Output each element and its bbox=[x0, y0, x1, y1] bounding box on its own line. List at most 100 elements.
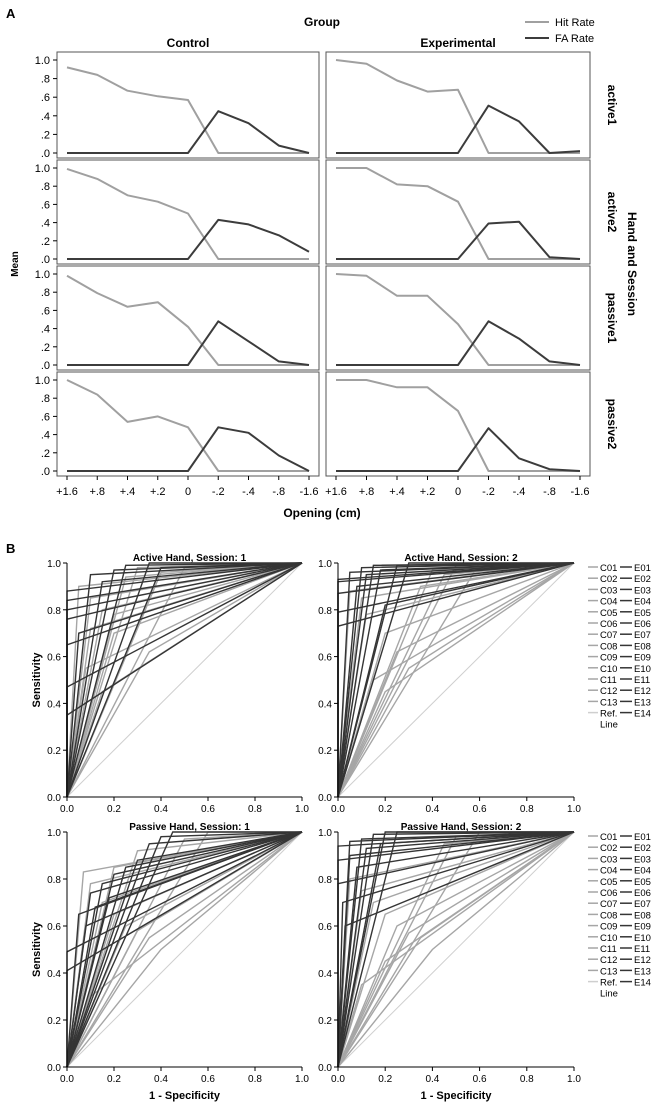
legend-hit-label: Hit Rate bbox=[555, 17, 595, 29]
roc-3-curve-c08 bbox=[66, 831, 303, 1068]
y-tick-label: 1.0 bbox=[35, 269, 50, 281]
roc-4-x-tick-label: 0.2 bbox=[378, 1074, 392, 1085]
legend-label-e04: E04 bbox=[634, 597, 651, 608]
y-tick-label: .2 bbox=[41, 448, 50, 460]
roc-4-y-tick-label: 0.0 bbox=[318, 1063, 332, 1074]
series-hit-rate-passive1-experimental bbox=[335, 273, 580, 366]
row-label-passive1: passive1 bbox=[605, 293, 619, 344]
roc-1-y-axis-title: Sensitivity bbox=[31, 652, 43, 708]
legend-label-c12: C12 bbox=[600, 955, 617, 966]
roc-3-x-tick-label: 0.8 bbox=[248, 1074, 262, 1085]
y-tick-label: .2 bbox=[41, 236, 50, 248]
roc-1-curve-c13 bbox=[66, 562, 303, 798]
y-tick-label: .6 bbox=[41, 92, 50, 104]
legend-label-c01: C01 bbox=[600, 832, 617, 843]
y-tick-label: .0 bbox=[41, 360, 50, 372]
x-tick-label: +1.6 bbox=[56, 486, 78, 498]
legend-label-c12: C12 bbox=[600, 686, 617, 697]
roc-3-curve-e14 bbox=[66, 831, 303, 1068]
x-tick-label: -1.6 bbox=[571, 486, 590, 498]
roc-3-y-tick-label: 0.4 bbox=[47, 969, 61, 980]
legend-label-c05: C05 bbox=[600, 877, 617, 888]
roc-2-curve-e14 bbox=[337, 562, 575, 798]
roc-3-curve-e12 bbox=[66, 831, 303, 1068]
roc-2-y-tick-label: 1.0 bbox=[318, 559, 332, 570]
x-tick-label: -1.6 bbox=[300, 486, 319, 498]
roc-legend-1: C01C02C03C04C05C06C07C08C09C10C11C12C13R… bbox=[588, 563, 651, 731]
roc-1-curve-e12 bbox=[66, 562, 302, 798]
roc-3-curve-e06 bbox=[66, 831, 303, 1068]
roc-4-y-tick-label: 0.6 bbox=[318, 922, 332, 933]
series-fa-rate-passive2-experimental bbox=[336, 427, 581, 472]
legend-label-c10: C10 bbox=[600, 933, 617, 944]
legend-label-c02: C02 bbox=[600, 843, 617, 854]
roc-4-y-tick-label: 0.4 bbox=[318, 969, 332, 980]
roc-1-curve-e10 bbox=[66, 562, 303, 798]
series-fa-rate-passive1-experimental bbox=[336, 320, 581, 366]
roc-3-curve-e13 bbox=[66, 831, 303, 1068]
roc-1-x-tick-label: 0.0 bbox=[60, 804, 74, 815]
roc-4-x-tick-label: 0.8 bbox=[520, 1074, 534, 1085]
roc-2-y-tick-label: 0.8 bbox=[318, 606, 332, 617]
roc-2-curve-e10 bbox=[337, 562, 575, 798]
series-fa-rate-active1-experimental bbox=[336, 104, 581, 154]
series-hit-rate-active1-experimental bbox=[335, 59, 580, 154]
legend-label-line: Line bbox=[600, 720, 618, 731]
legend-label-c05: C05 bbox=[600, 608, 617, 619]
roc-4-y-tick-label: 0.2 bbox=[318, 1016, 332, 1027]
panel-frame-passive2-control bbox=[56, 371, 320, 477]
roc-3-curve-c07 bbox=[66, 831, 303, 1068]
roc-4-curve-c05 bbox=[337, 831, 575, 1068]
legend-label-e03: E03 bbox=[634, 854, 651, 865]
series-hit-rate-active2-experimental bbox=[336, 167, 580, 260]
series-fa-rate-active2-experimental bbox=[336, 220, 581, 260]
y-tick-label: .8 bbox=[41, 181, 50, 193]
y-tick-label: .2 bbox=[41, 129, 50, 141]
series-fa-rate-passive1-control bbox=[67, 320, 310, 366]
y-tick-label: .8 bbox=[41, 74, 50, 86]
x-tick-label: -.4 bbox=[242, 486, 255, 498]
column-header-experimental: Experimental bbox=[420, 36, 495, 50]
roc-1-x-tick-label: 0.8 bbox=[248, 804, 262, 815]
roc-2-y-tick-label: 0.2 bbox=[318, 746, 332, 757]
x-tick-label: +1.6 bbox=[325, 486, 347, 498]
legend-label-e03: E03 bbox=[634, 585, 651, 596]
roc-2-curve-c11 bbox=[337, 562, 575, 798]
legend-label-c13: C13 bbox=[600, 966, 617, 977]
roc-4-y-tick-label: 0.8 bbox=[318, 875, 332, 886]
panel-frame-active1-control bbox=[56, 51, 320, 159]
legend-label-e10: E10 bbox=[634, 933, 651, 944]
roc-3-curve-e11 bbox=[66, 831, 302, 1068]
roc-1-curve-c06 bbox=[66, 562, 303, 798]
roc-1: Active Hand, Session: 1 0.0 0.2 0.4 0.6 0.8 1.… bbox=[31, 553, 309, 815]
roc-4-curve-e11 bbox=[337, 831, 575, 1068]
legend-label-e14: E14 bbox=[634, 978, 651, 989]
roc-3-x-tick-label: 0.2 bbox=[107, 1074, 121, 1085]
legend-label-c03: C03 bbox=[600, 585, 617, 596]
legend-label-line: Line bbox=[600, 989, 618, 1000]
roc-1-curve-c01 bbox=[66, 562, 303, 798]
legend-label-ref: Ref. bbox=[600, 709, 617, 720]
series-fa-rate-active1-control bbox=[67, 110, 310, 154]
roc-3-y-tick-label: 0.8 bbox=[47, 875, 61, 886]
legend-label-c11: C11 bbox=[600, 675, 617, 686]
roc-4: Passive Hand, Session: 2 0.0 0.2 0.4 0.6 0.8 1… bbox=[318, 822, 581, 1102]
roc-1-y-tick-label: 0.4 bbox=[47, 699, 61, 710]
y-tick-label: .4 bbox=[41, 324, 50, 336]
legend-label-e07: E07 bbox=[634, 899, 651, 910]
roc-3-curve-e10 bbox=[66, 831, 303, 1068]
roc-1-x-tick-label: 0.6 bbox=[201, 804, 215, 815]
series-fa-rate-active2-control bbox=[67, 218, 310, 260]
legend-label-c08: C08 bbox=[600, 910, 617, 921]
row-axis-title: Hand and Session bbox=[625, 212, 639, 316]
x-tick-label: -.4 bbox=[513, 486, 526, 498]
roc-4-curve-c13 bbox=[337, 831, 575, 1068]
y-tick-label: 1.0 bbox=[35, 163, 50, 175]
roc-2-y-tick-label: 0.6 bbox=[318, 653, 332, 664]
y-tick-label: .0 bbox=[41, 466, 50, 478]
row-label-active2: active2 bbox=[605, 192, 619, 233]
roc-3-curve-e08 bbox=[66, 831, 303, 1068]
roc-1-x-tick-label: 0.4 bbox=[154, 804, 168, 815]
x-tick-label: 0 bbox=[455, 486, 461, 498]
